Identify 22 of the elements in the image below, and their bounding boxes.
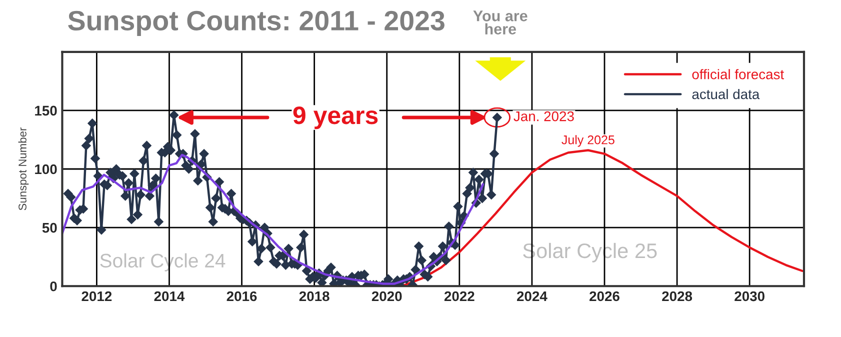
y-tick-label: 150 — [35, 106, 57, 116]
y-tick-label: 0 — [50, 281, 57, 292]
x-tick-label: 2014 — [154, 291, 185, 302]
chart-title: Sunspot Counts: 2011 - 2023 — [68, 10, 444, 36]
annotation: 9 years — [293, 106, 378, 130]
x-tick-label: 2012 — [82, 291, 112, 302]
x-tick-label: 2018 — [299, 291, 330, 302]
legend-label: actual data — [692, 88, 760, 100]
y-tick-label: 100 — [35, 164, 57, 174]
x-tick-label: 2016 — [226, 291, 257, 302]
x-tick-label: 2022 — [444, 291, 474, 302]
x-tick-label: 2020 — [372, 291, 402, 302]
annotation: July 2025 — [562, 135, 614, 147]
y-tick-label: 50 — [42, 222, 57, 233]
x-tick-label: 2028 — [662, 291, 692, 302]
x-tick-label: 2030 — [734, 291, 764, 302]
y-axis-title: Sunspot Number — [18, 128, 29, 210]
legend-label: official forecast — [692, 69, 784, 80]
x-tick-label: 2026 — [590, 291, 620, 302]
x-tick-label: 2024 — [516, 291, 548, 302]
text: You are here — [473, 10, 528, 34]
annotation: Jan. 2023 — [514, 111, 574, 122]
